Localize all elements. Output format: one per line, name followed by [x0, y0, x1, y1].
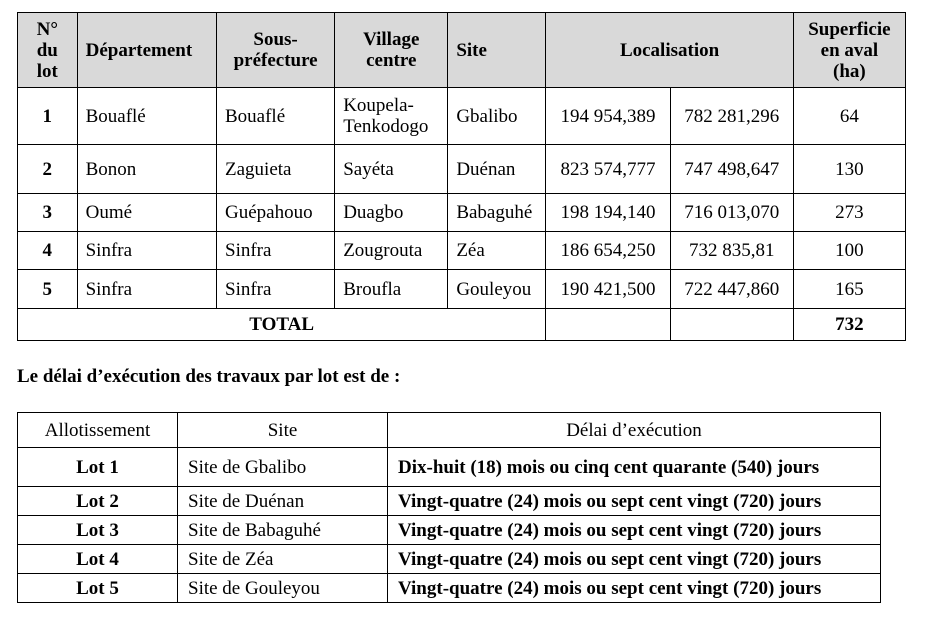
cell-coord-y: 716 013,070 — [669, 193, 794, 232]
table-row: 1 Bouaflé Bouaflé Koupela- Tenkodogo Gba… — [17, 87, 907, 145]
header-village-centre: Village centre — [334, 12, 449, 88]
cell-village: Broufla — [334, 269, 449, 309]
cell-lot: Lot 3 — [17, 515, 178, 545]
header-localisation: Localisation — [545, 12, 794, 88]
header-departement: Département — [76, 12, 218, 88]
cell-departement: Bonon — [76, 144, 218, 194]
cell-sous-prefecture: Sinfra — [215, 269, 336, 309]
cell-lot: Lot 4 — [17, 544, 178, 574]
cell-lot: 2 — [17, 144, 78, 194]
table-row: 5 Sinfra Sinfra Broufla Gouleyou 190 421… — [17, 269, 907, 309]
cell-departement: Bouaflé — [76, 87, 218, 145]
cell-superficie: 130 — [792, 144, 907, 194]
cell-coord-x: 823 574,777 — [545, 144, 671, 194]
cell-sous-prefecture: Sinfra — [215, 231, 336, 270]
cell-village: Duagbo — [334, 193, 449, 232]
cell-superficie: 273 — [792, 193, 907, 232]
cell-coord-x: 198 194,140 — [545, 193, 671, 232]
cell-lot: Lot 1 — [17, 447, 178, 487]
cell-lot: 1 — [17, 87, 78, 145]
cell-site: Gbalibo — [447, 87, 547, 145]
cell-village: Sayéta — [334, 144, 449, 194]
cell-sous-prefecture: Bouaflé — [215, 87, 336, 145]
cell-coord-x: 194 954,389 — [545, 87, 671, 145]
cell-site: Babaguhé — [447, 193, 547, 232]
cell-coord-y: 782 281,296 — [669, 87, 794, 145]
table-row: Lot 4 Site de Zéa Vingt-quatre (24) mois… — [17, 544, 881, 574]
cell-site: Site de Duénan — [177, 486, 388, 516]
cell-site: Site de Gbalibo — [177, 447, 388, 487]
cell-delai: Vingt-quatre (24) mois ou sept cent ving… — [387, 544, 881, 574]
lots-table-header: N° du lot Département Sous- préfecture V… — [17, 12, 907, 88]
cell-delai: Vingt-quatre (24) mois ou sept cent ving… — [387, 573, 881, 603]
cell-superficie: 64 — [792, 87, 907, 145]
cell-lot: Lot 2 — [17, 486, 178, 516]
cell-coord-y: 722 447,860 — [669, 269, 794, 309]
cell-superficie: 165 — [792, 269, 907, 309]
cell-site: Site de Babaguhé — [177, 515, 388, 545]
header-sous-prefecture: Sous- préfecture — [215, 12, 336, 88]
table-row: 2 Bonon Zaguieta Sayéta Duénan 823 574,7… — [17, 144, 907, 194]
cell-lot: 3 — [17, 193, 78, 232]
cell-superficie: 100 — [792, 231, 907, 270]
total-value: 732 — [792, 308, 907, 341]
table-row: Lot 3 Site de Babaguhé Vingt-quatre (24)… — [17, 515, 881, 545]
cell-delai: Dix-huit (18) mois ou cinq cent quarante… — [387, 447, 881, 487]
cell-delai: Vingt-quatre (24) mois ou sept cent ving… — [387, 515, 881, 545]
table-row: Lot 1 Site de Gbalibo Dix-huit (18) mois… — [17, 447, 881, 487]
cell-coord-x: 190 421,500 — [545, 269, 671, 309]
cell-departement: Sinfra — [76, 231, 218, 270]
table-row: Lot 5 Site de Gouleyou Vingt-quatre (24)… — [17, 573, 881, 603]
cell-lot: Lot 5 — [17, 573, 178, 603]
table-row: Lot 2 Site de Duénan Vingt-quatre (24) m… — [17, 486, 881, 516]
cell-village: Koupela- Tenkodogo — [334, 87, 449, 145]
delays-table-header: Allotissement Site Délai d’exécution — [17, 412, 881, 448]
cell-site: Gouleyou — [447, 269, 547, 309]
header-lot-number: N° du lot — [17, 12, 78, 88]
cell-site: Site de Gouleyou — [177, 573, 388, 603]
delays-table: Allotissement Site Délai d’exécution Lot… — [17, 412, 881, 603]
cell-site: Zéa — [447, 231, 547, 270]
cell-departement: Oumé — [76, 193, 218, 232]
cell-lot: 4 — [17, 231, 78, 270]
delay-intro-text: Le délai d’exécution des travaux par lot… — [17, 366, 401, 387]
header-superficie: Superficie en aval (ha) — [792, 12, 907, 88]
total-row: TOTAL 732 — [16, 308, 907, 341]
cell-coord-y: 747 498,647 — [669, 144, 794, 194]
table-row: 3 Oumé Guépahouo Duagbo Babaguhé 198 194… — [17, 193, 907, 232]
cell-lot: 5 — [17, 269, 78, 309]
cell-sous-prefecture: Guépahouo — [215, 193, 336, 232]
cell-site: Site de Zéa — [177, 544, 388, 574]
cell-coord-y: 732 835,81 — [669, 231, 794, 270]
lots-table: N° du lot Département Sous- préfecture V… — [16, 12, 907, 341]
header-site: Site — [177, 412, 388, 448]
header-delai: Délai d’exécution — [387, 412, 881, 448]
total-empty-x — [545, 308, 671, 341]
cell-delai: Vingt-quatre (24) mois ou sept cent ving… — [387, 486, 881, 516]
cell-coord-x: 186 654,250 — [545, 231, 671, 270]
total-label: TOTAL — [16, 308, 547, 341]
table-row: 4 Sinfra Sinfra Zougrouta Zéa 186 654,25… — [17, 231, 907, 270]
cell-sous-prefecture: Zaguieta — [215, 144, 336, 194]
header-site: Site — [447, 12, 547, 88]
total-empty-y — [669, 308, 794, 341]
cell-site: Duénan — [447, 144, 547, 194]
cell-village: Zougrouta — [334, 231, 449, 270]
cell-departement: Sinfra — [76, 269, 218, 309]
header-allotissement: Allotissement — [17, 412, 178, 448]
